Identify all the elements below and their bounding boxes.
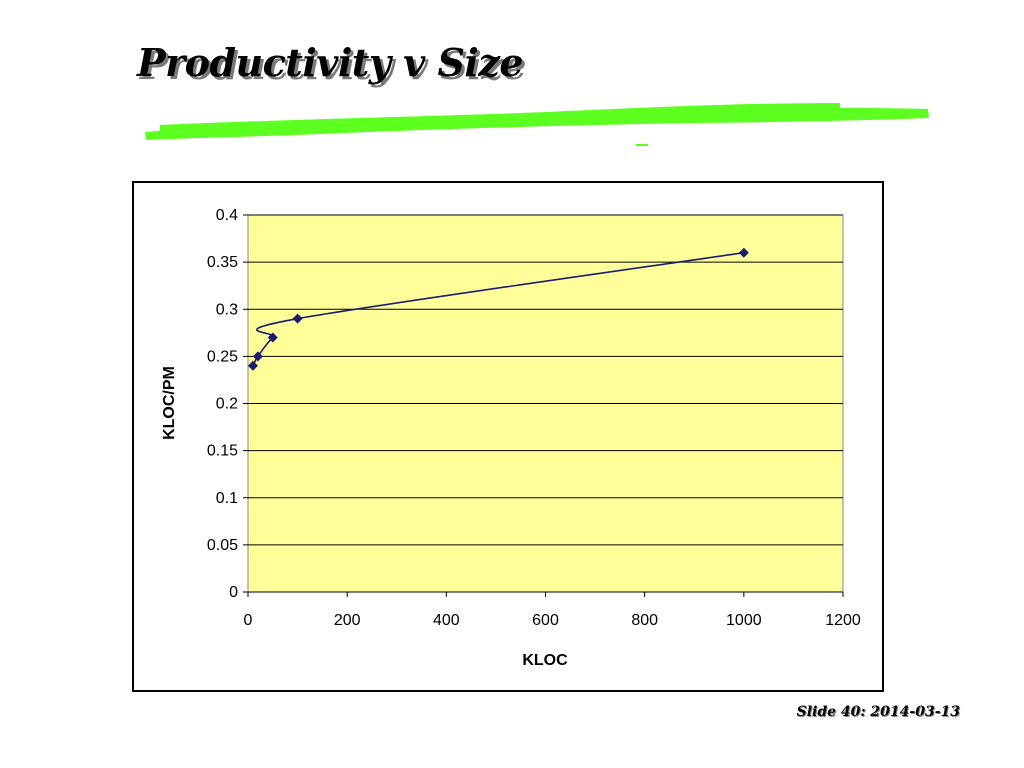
data-point-marker: [292, 313, 303, 324]
x-tick-label: 200: [334, 612, 361, 629]
y-tick-label: 0.25: [207, 348, 238, 365]
y-tick-label: 0.05: [207, 537, 238, 554]
x-tick-label: 800: [631, 612, 658, 629]
x-tick-label: 0: [244, 612, 253, 629]
y-tick-label: 0.35: [207, 254, 238, 271]
data-point-marker: [738, 247, 749, 258]
x-tick-label: 1200: [825, 612, 861, 629]
slide-footer: Slide 40: 2014-03-13: [796, 704, 960, 720]
slide-title: Productivity v Size: [137, 40, 524, 85]
y-tick-label: 0.15: [207, 443, 238, 460]
x-tick-label: 1000: [726, 612, 762, 629]
x-axis-label: KLOC: [522, 652, 568, 669]
data-point-marker: [247, 360, 258, 371]
y-tick-label: 0.2: [216, 396, 238, 413]
y-tick-label: 0: [229, 584, 238, 601]
y-axis-label: KLOC/PM: [161, 366, 178, 440]
chart-frame: 0 0.05 0.1 0.15 0.2 0.25 0.3 0.35 0.4 0 200 400 600…: [132, 181, 884, 692]
title-highlight-stroke: [145, 103, 929, 146]
y-tick-label: 0.4: [216, 207, 238, 224]
productivity-chart: 0 0.05 0.1 0.15 0.2 0.25 0.3 0.35 0.4 0 200 400 600…: [161, 207, 861, 669]
x-tick-label: 600: [532, 612, 559, 629]
y-tick-label: 0.3: [216, 301, 238, 318]
x-tick-label: 400: [433, 612, 460, 629]
data-point-marker: [267, 332, 278, 343]
y-tick-label: 0.1: [216, 490, 238, 507]
